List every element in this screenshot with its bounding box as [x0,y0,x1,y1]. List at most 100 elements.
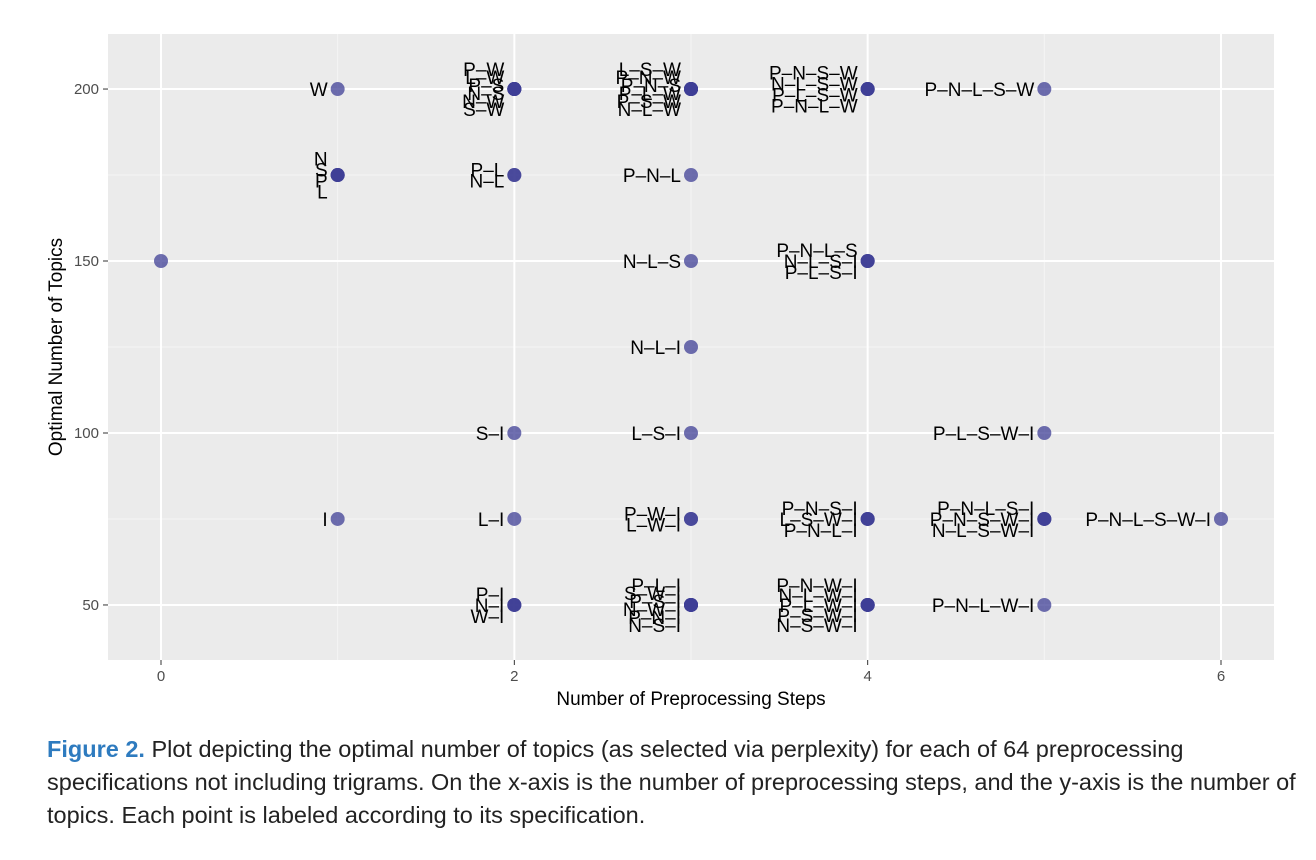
data-point [860,82,875,97]
point-label: P–N–S–W–I [930,510,1035,531]
data-point [330,511,345,526]
point-labels: WNSPLIP–WL–WP–SN–SN–WS–WP–LN–LS–IL–IP–IN… [310,60,1211,637]
data-point [507,425,522,440]
y-tick-label: 50 [82,597,99,614]
data-point [684,254,698,269]
point-label: L–S–I [631,424,681,445]
point-label: L–S–W [619,60,681,81]
point-label: P–N–L–S–I [937,499,1034,520]
point-label: P–N–L [623,166,681,187]
data-point [684,340,698,354]
x-tick-label: 4 [863,668,871,685]
point-label: P–S–I [629,592,681,613]
point-label: S–W–I [624,584,681,605]
point-label: L–S–W–I [780,510,858,531]
x-tick-label: 2 [510,668,518,685]
point-label: P–L–S–W [772,86,858,107]
point-label: P–I [476,585,505,606]
point-label: P–N–L–W [771,97,858,118]
point-label: P–N–S [621,76,681,97]
point-label: P–L–W [619,84,681,105]
x-axis-title: Number of Preprocessing Steps [556,689,825,710]
x-tick-label: 0 [157,668,165,685]
point-label: P–S–W–I [777,606,857,627]
point-label: P–N–L–S–W [924,80,1034,101]
y-tick-label: 200 [74,81,99,98]
data-point [684,511,698,526]
y-tick-label: 100 [74,425,99,442]
data-point [1037,597,1052,612]
point-label: P–L–S–I [785,263,858,284]
point-label: P–W [463,60,504,81]
axis-ticks: 0 2 4 6 50 100 150 200 [74,81,1225,685]
point-label: L–W–I [626,515,681,536]
data-point [507,511,522,526]
y-axis-title: Optimal Number of Topics [46,238,67,456]
point-label: N–L–I [630,338,681,359]
data-point [330,168,345,183]
point-label: N–L–S–I [784,252,858,273]
point-label: P–L–W–I [780,596,858,617]
point-label: P–N–W–I [776,576,857,597]
point-label: N–L–W–I [778,586,857,607]
point-label: L–W [465,68,504,89]
point-label: N [314,150,328,171]
point-label: P–N–L–I [784,521,858,542]
point-label: P–W–I [624,504,681,525]
point-label: P [315,172,328,193]
point-label: S–I [476,424,505,445]
point-label: N–L–S [623,252,681,273]
point-label: N–W [462,92,504,113]
data-point [1037,82,1052,97]
figure-caption: Figure 2. Plot depicting the optimal num… [47,733,1297,832]
point-label: P–N–S–W [769,64,858,85]
point-label: P–S [468,76,504,97]
data-point [1037,425,1052,440]
point-label: P–L–S–W–I [933,424,1034,445]
point-label: N–S–W–I [776,616,857,637]
data-point [507,168,522,183]
data-point [860,254,875,269]
point-label: S [315,161,328,182]
data-point [684,597,698,612]
data-point [154,254,168,269]
point-label: P–L–I [631,576,681,597]
point-label: P–S–W [617,92,681,113]
point-label: W–I [471,607,505,628]
point-label: P–N–W [616,68,682,89]
data-point [507,597,522,612]
point-label: N–L–S–W–I [932,521,1034,542]
data-point [860,511,875,526]
point-label: P–N–L–S–W–I [1085,510,1211,531]
point-label: W [310,80,328,101]
data-points [154,82,1228,612]
data-point [684,168,698,183]
data-point [860,597,875,612]
x-tick-label: 6 [1217,668,1225,685]
point-label: P–L [471,161,505,182]
data-point [330,82,345,97]
point-label: N–L [469,172,504,193]
data-point [684,82,698,97]
point-label: N–W–I [623,600,681,621]
point-label: P–N–I [628,608,681,629]
data-point [684,425,698,440]
point-label: N–S–I [628,616,681,637]
point-label: P–N–L–S [776,241,857,262]
figure-label: Figure 2. [47,736,145,762]
data-point [1037,511,1052,526]
point-label: N–I [475,596,505,617]
point-label: L–I [478,510,504,531]
point-label: P–N–S–I [782,499,858,520]
point-label: S–W [463,100,504,121]
point-label: N–L–W [618,100,681,121]
y-tick-label: 150 [74,253,99,270]
point-label: P–N–L–W–I [932,596,1034,617]
data-point [507,82,522,97]
point-label: L [317,183,328,204]
point-label: I [322,510,327,531]
point-label: N–L–S–W [771,75,858,96]
data-point [1214,511,1228,526]
caption-text: Plot depicting the optimal number of top… [47,736,1296,828]
